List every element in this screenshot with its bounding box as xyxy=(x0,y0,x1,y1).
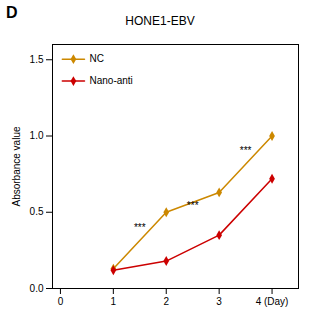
svg-text:1.5: 1.5 xyxy=(30,54,44,65)
svg-text:Absorbance value: Absorbance value xyxy=(11,126,22,206)
svg-text:2: 2 xyxy=(163,296,169,307)
svg-text:NC: NC xyxy=(89,53,103,64)
svg-text:0.0: 0.0 xyxy=(30,283,44,294)
svg-text:0.5: 0.5 xyxy=(30,206,44,217)
svg-text:Nano-anti: Nano-anti xyxy=(89,75,132,86)
svg-text:0: 0 xyxy=(58,296,64,307)
html-text:HONE1-EBV: HONE1-EBV xyxy=(125,14,195,28)
svg-text:***: *** xyxy=(187,200,199,211)
html-text:D: D xyxy=(6,4,18,21)
svg-text:4 (Day): 4 (Day) xyxy=(256,296,289,307)
svg-text:3: 3 xyxy=(216,296,222,307)
svg-text:1.0: 1.0 xyxy=(30,130,44,141)
svg-text:1: 1 xyxy=(111,296,117,307)
svg-text:***: *** xyxy=(240,145,252,156)
svg-text:***: *** xyxy=(134,222,146,233)
